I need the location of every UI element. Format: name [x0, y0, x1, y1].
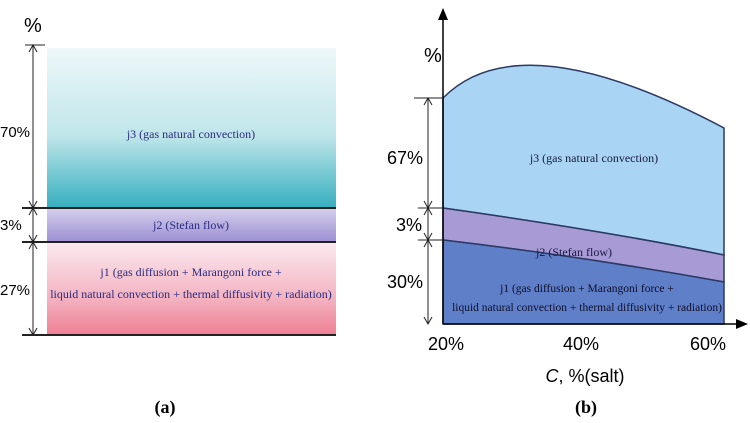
arrow-j2-top-b	[423, 206, 433, 216]
arrow-j1-top-a	[28, 240, 38, 250]
panel-a: % 70% 3% 27% j3 (gas natural convection)…	[0, 15, 336, 418]
arrow-j1-top-b	[423, 238, 433, 248]
band-j2-a	[47, 208, 336, 242]
x-axis-label-var: C	[545, 366, 559, 386]
layer-label-j1-b-line2: liquid natural convection + thermal diff…	[452, 302, 722, 314]
arrow-j3-top-a	[28, 43, 38, 53]
x-axis-arrow-b	[736, 319, 748, 329]
percent-label-j1-a: 27%	[0, 282, 30, 299]
x-tick-40: 40%	[563, 334, 599, 354]
percent-label-j3-a: 70%	[0, 124, 30, 141]
x-axis-label-rest: , %(salt)	[558, 366, 624, 386]
percent-label-j2-a: 3%	[0, 217, 22, 234]
layer-label-j1-a-line2: liquid natural convection + thermal diff…	[50, 287, 332, 301]
x-tick-20: 20%	[428, 334, 464, 354]
layer-label-j3-a: j3 (gas natural convection)	[126, 127, 255, 141]
panel-b: % 67% 3% 30% j3 (gas natural convection)…	[387, 8, 748, 418]
x-tick-60: 60%	[690, 334, 726, 354]
y-axis-arrow-b	[438, 8, 448, 20]
arrow-j1-bottom-a	[28, 327, 38, 337]
y-axis-symbol-b: %	[424, 45, 442, 67]
caption-a: (a)	[155, 397, 176, 418]
segment-label-j2-b: 3%	[396, 215, 422, 235]
layer-label-j3-b: j3 (gas natural convection)	[529, 151, 658, 165]
band-j3-a	[47, 48, 336, 208]
layer-label-j1-a-line1: j1 (gas diffusion + Marangoni force +	[99, 265, 282, 279]
layer-label-j1-b-line1: j1 (gas diffusion + Marangoni force +	[499, 283, 674, 295]
area-j1-b	[442, 239, 725, 325]
arrow-j1-bottom-b	[423, 316, 433, 326]
caption-b: (b)	[575, 397, 597, 418]
arrow-j2-top-a	[28, 206, 38, 216]
arrow-j3-top-b	[423, 96, 433, 106]
band-j1-a	[47, 242, 336, 335]
segment-label-j1-b: 30%	[387, 272, 423, 292]
panel-a-percent-symbol: %	[24, 15, 42, 37]
layer-label-j2-a: j2 (Stefan flow)	[152, 218, 229, 232]
layer-label-j2-b: j2 (Stefan flow)	[535, 245, 612, 259]
x-axis-label-b: C, %(salt)	[545, 366, 624, 386]
segment-label-j3-b: 67%	[387, 148, 423, 168]
